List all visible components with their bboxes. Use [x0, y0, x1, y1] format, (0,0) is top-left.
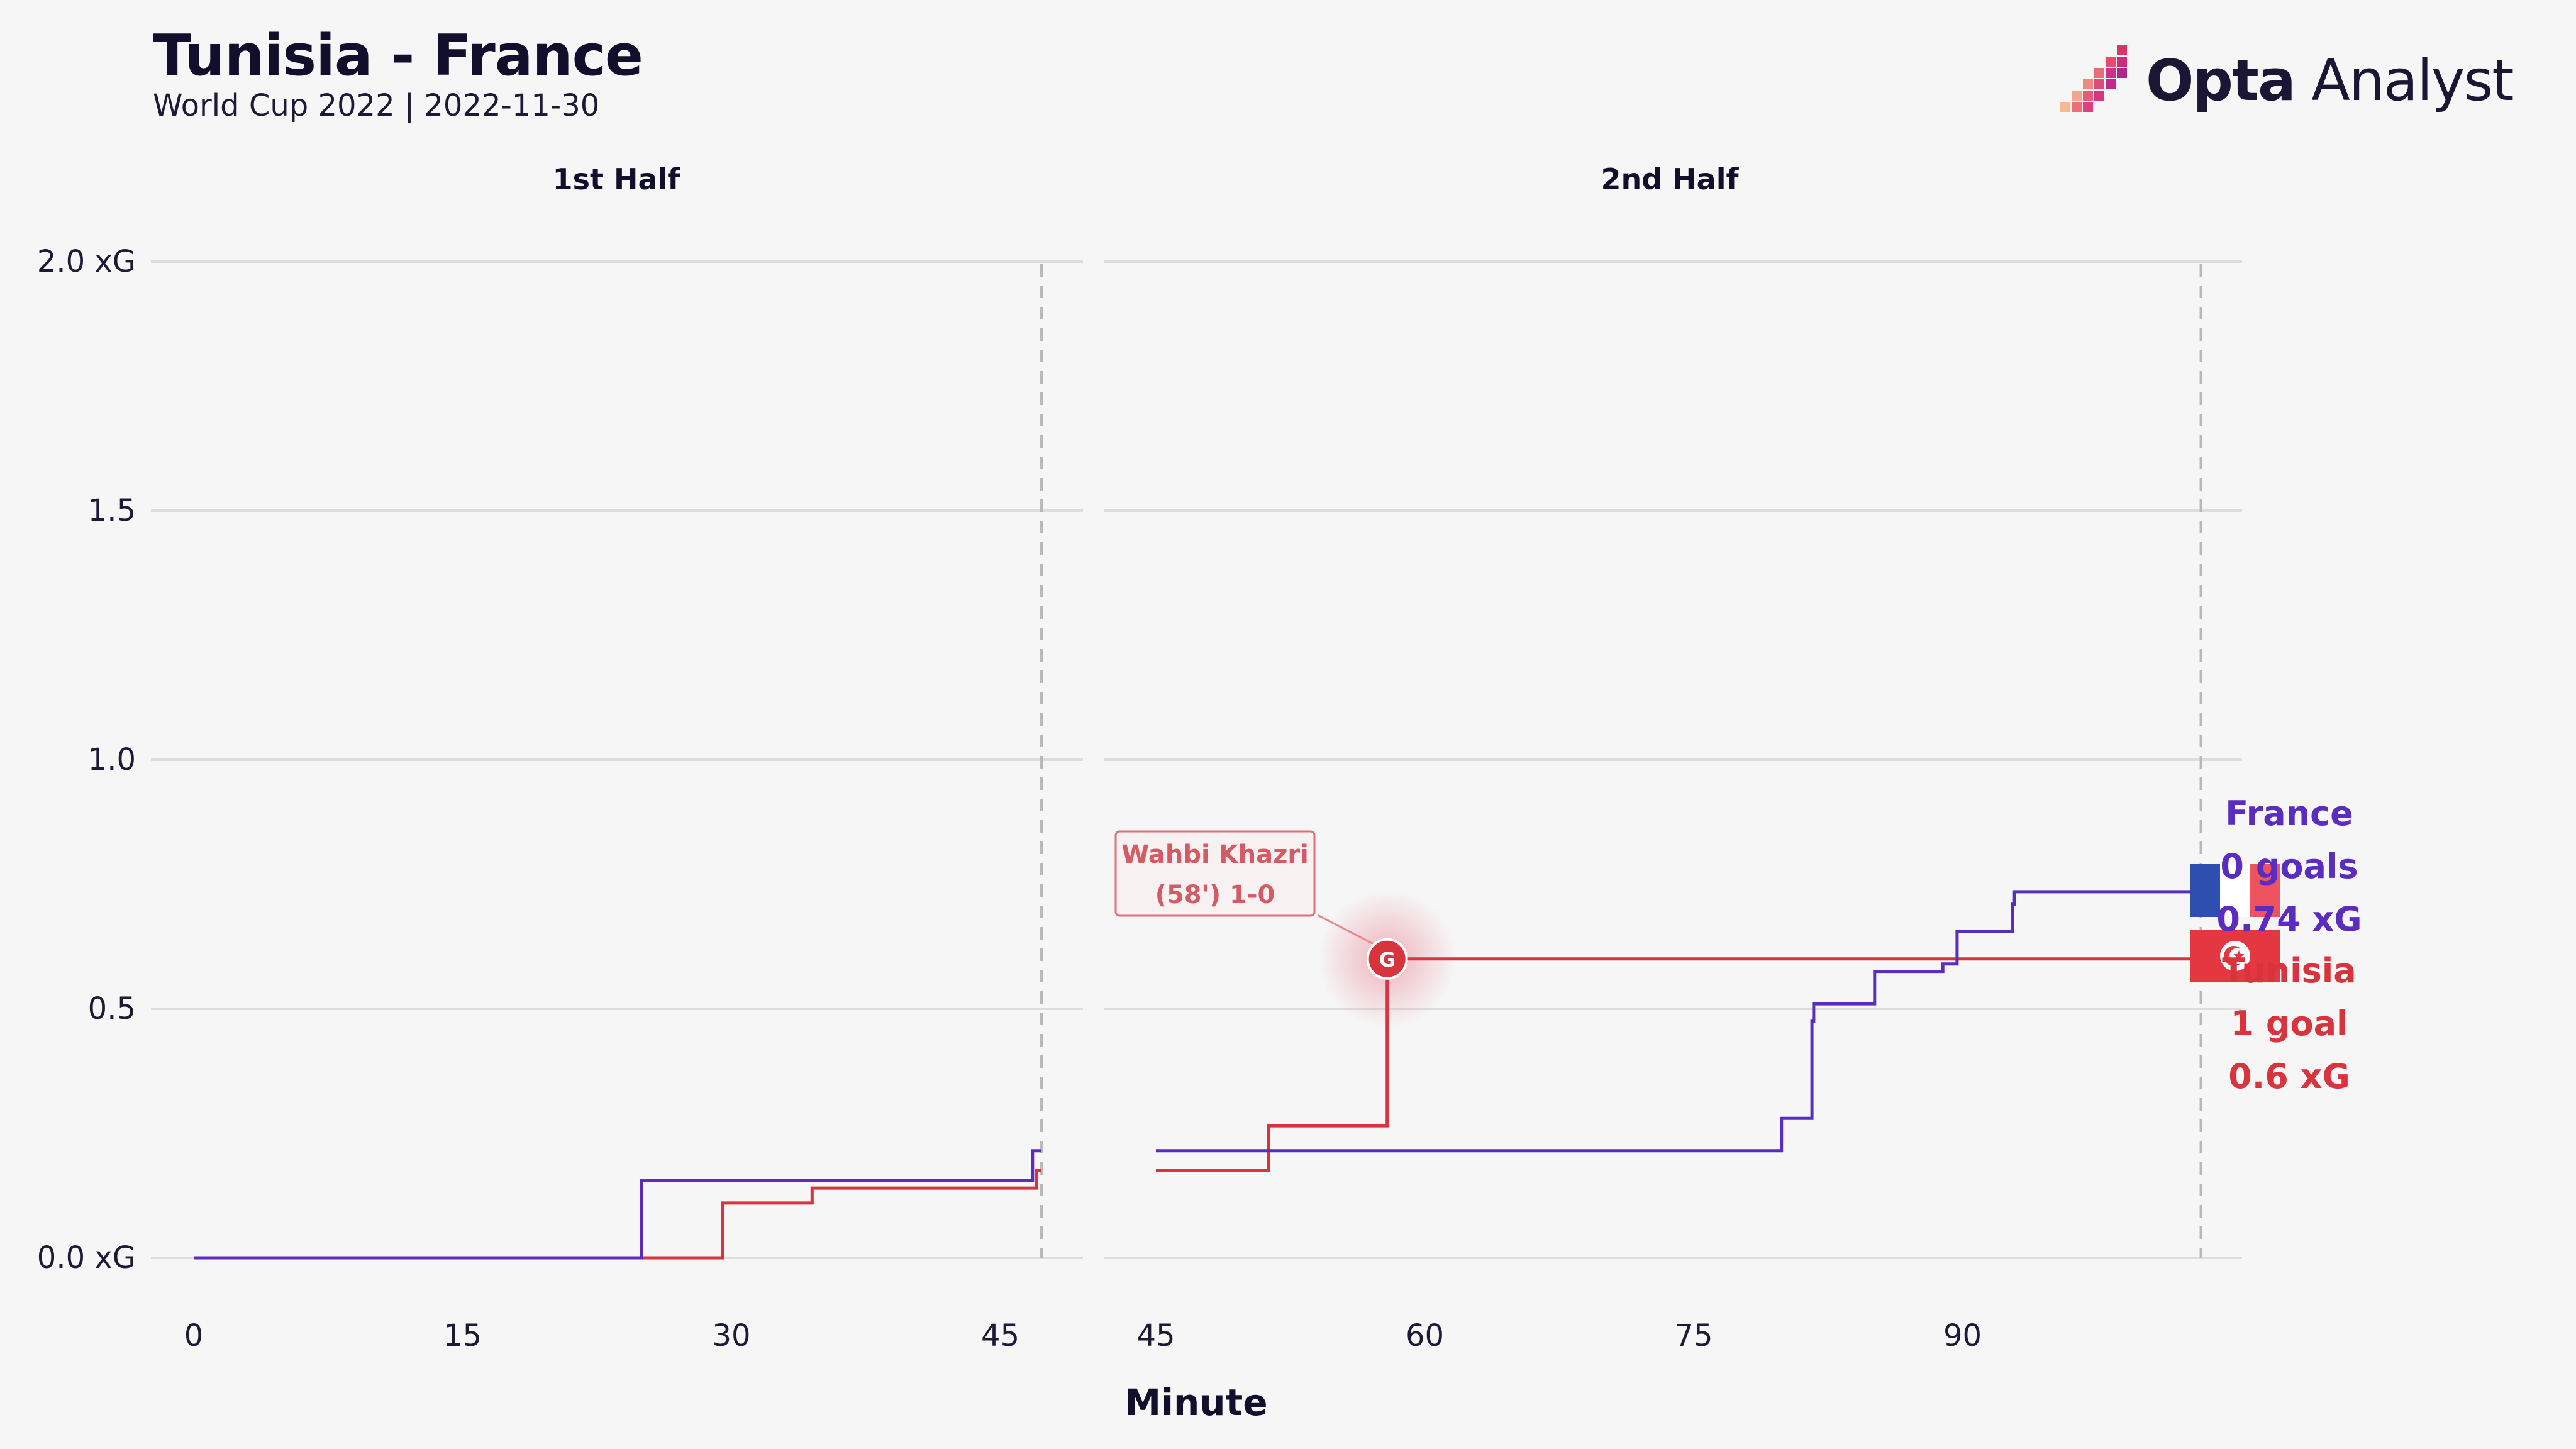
goal-marker	[1366, 938, 1408, 980]
tunisia-flag-star	[2233, 950, 2245, 961]
y-tick-label-0-5: 0.5	[88, 991, 136, 1026]
y-tick-label-1-5: 1.5	[88, 493, 136, 528]
x-tick-label-30: 30	[712, 1318, 750, 1353]
x-tick-label-60: 60	[1406, 1318, 1444, 1353]
series-line-tunisia-1	[194, 1169, 1041, 1260]
annotation-player: Wahbi Khazri	[1121, 840, 1309, 869]
france-flag-white	[2220, 864, 2250, 917]
series-line-france-2	[1156, 890, 2201, 1153]
panel-title-second-half: 2nd Half	[1601, 162, 1739, 196]
end-label-tunisia-goals: 1 goal	[2230, 1004, 2348, 1043]
logo-product: Analyst	[2311, 48, 2514, 114]
end-label-tunisia-team: Tunisia	[2222, 951, 2357, 991]
logo-brand: Opta	[2146, 48, 2296, 114]
series-line-france-1	[194, 1149, 1041, 1260]
x-axis-title: Minute	[1124, 1381, 1267, 1424]
annotation-connector	[1317, 914, 1377, 947]
goal-marker-label: G	[1379, 948, 1396, 972]
y-tick-label-0: 0.0 xG	[37, 1240, 136, 1275]
y-tick-label-2: 2.0 xG	[37, 244, 136, 279]
x-tick-label-90: 90	[1943, 1318, 1982, 1353]
annotation-score: (58') 1-0	[1155, 880, 1275, 909]
x-tick-label-45: 45	[981, 1318, 1019, 1353]
series-line-tunisia-2	[1156, 957, 2201, 1172]
annotation-box	[1114, 830, 1316, 917]
x-tick-label-75: 75	[1674, 1318, 1713, 1353]
x-tick-label-45: 45	[1136, 1318, 1175, 1353]
france-flag-blue	[2190, 864, 2220, 917]
end-label-france-xg: 0.74 xG	[2216, 899, 2362, 939]
y-tick-label-1: 1.0	[88, 742, 136, 777]
logo-wordmark: Opta Analyst	[2146, 48, 2514, 114]
end-label-tunisia-xg: 0.6 xG	[2228, 1057, 2350, 1096]
x-tick-label-0: 0	[184, 1318, 204, 1353]
end-label-france-team: France	[2225, 794, 2353, 833]
france-flag-red	[2250, 864, 2280, 917]
panel-title-first-half: 1st Half	[552, 162, 680, 196]
opta-analyst-logo: Opta Analyst	[2057, 42, 2514, 123]
chart-subtitle: World Cup 2022 | 2022-11-30	[153, 88, 600, 123]
x-tick-label-15: 15	[443, 1318, 482, 1353]
end-label-france-goals: 0 goals	[2220, 847, 2358, 886]
chart-title: Tunisia - France	[153, 23, 643, 89]
opta-logo-mark-icon	[2060, 45, 2127, 112]
